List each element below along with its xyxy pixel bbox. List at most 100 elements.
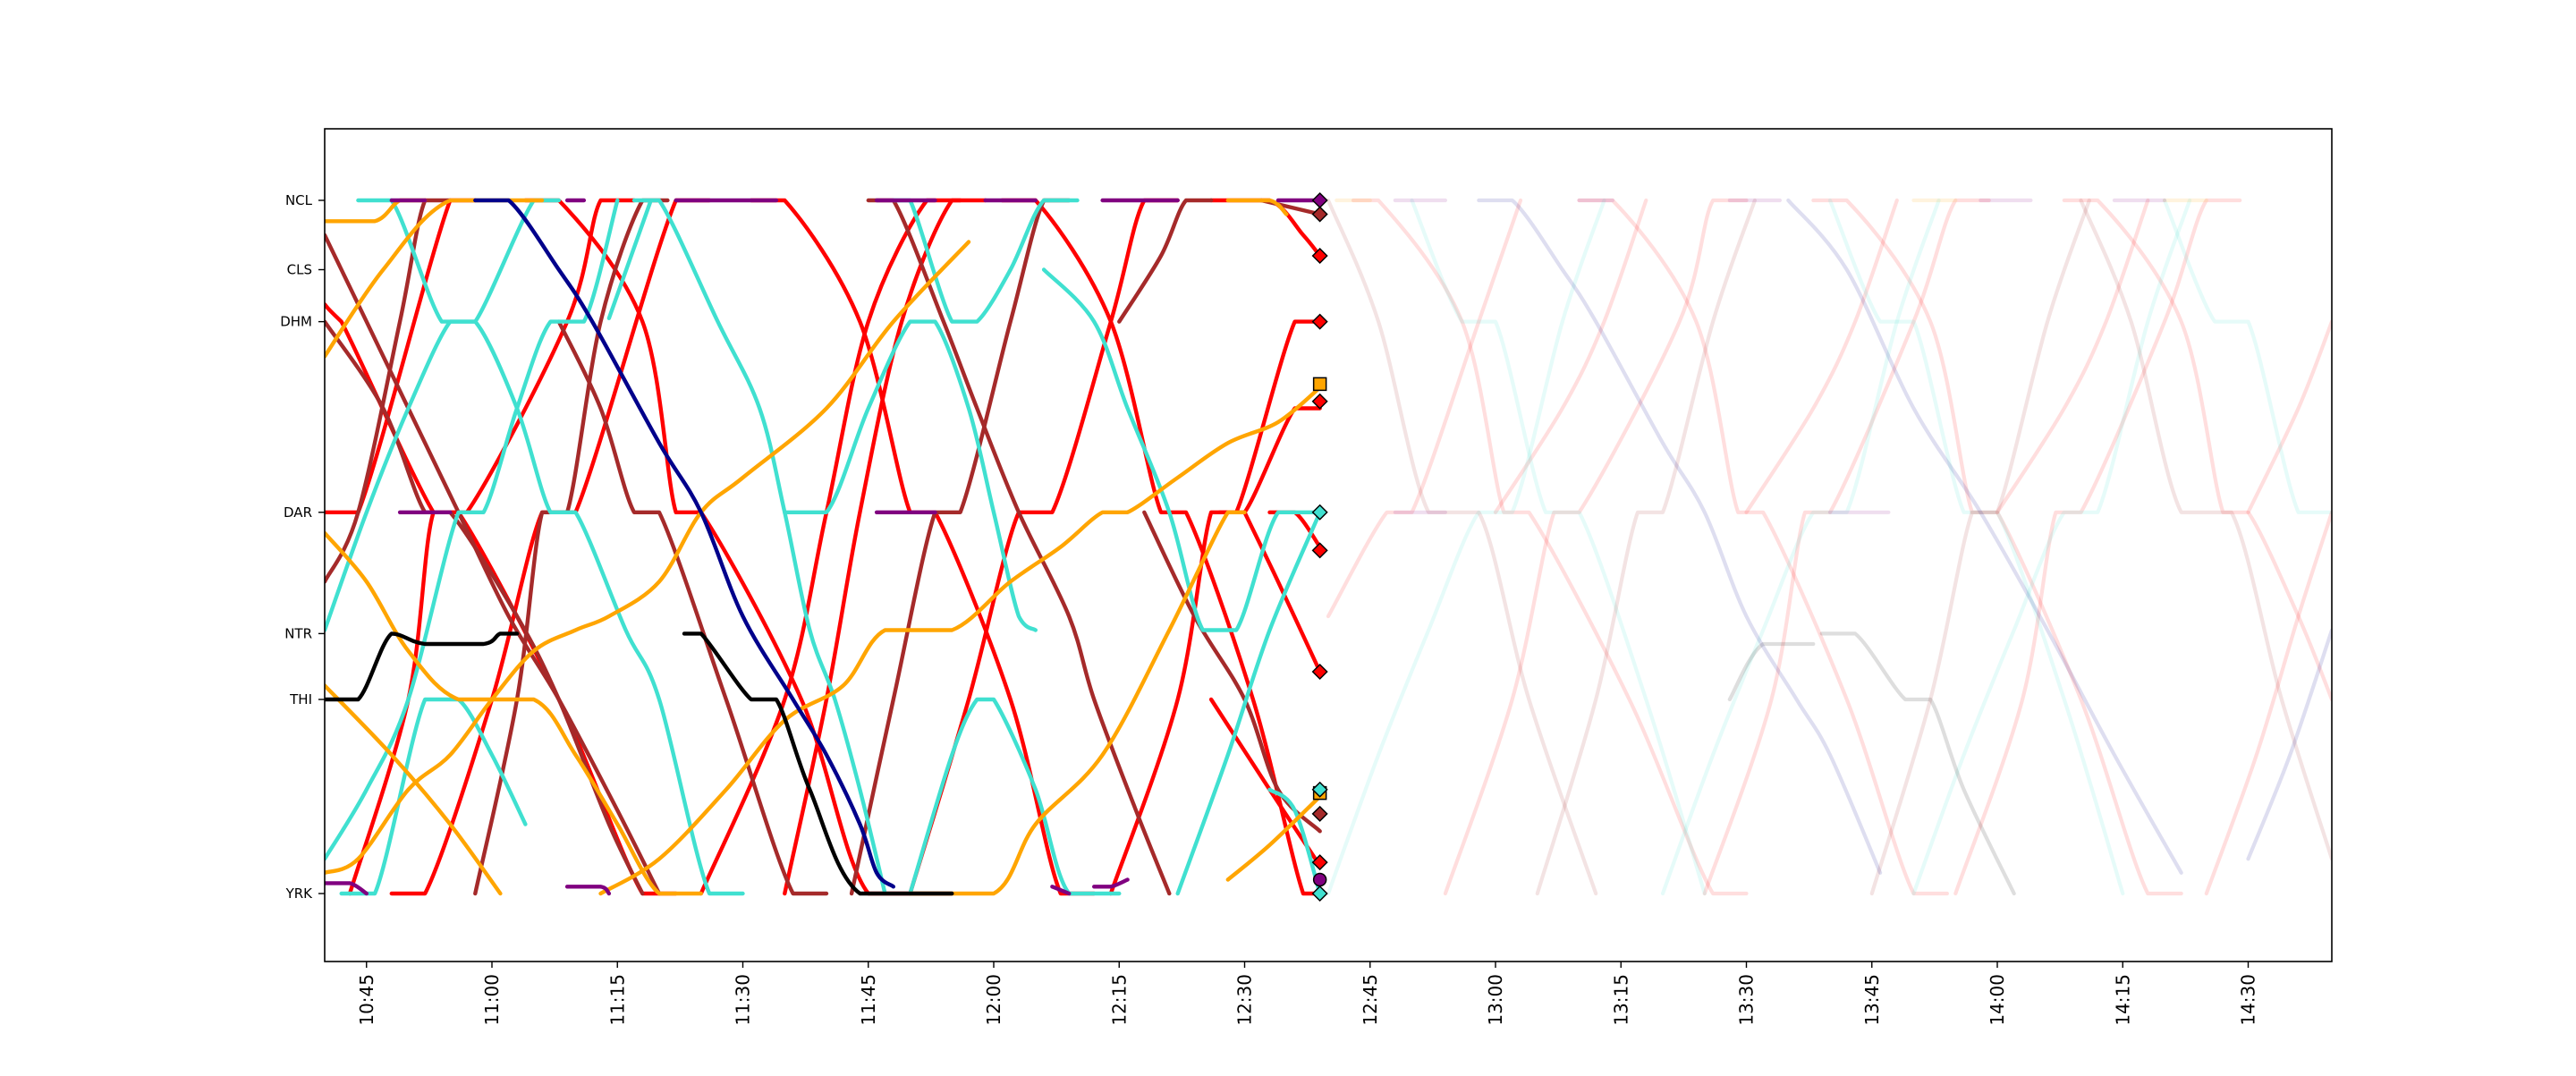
train-path-brown [1117,198,1214,324]
train-path-orange [1225,198,1289,216]
train-path-turquoise [908,697,1122,896]
train-path-brown [325,233,662,896]
train-path-turquoise [1175,510,1322,896]
future-path-turquoise [2162,198,2332,514]
train-marker-diamond [1311,781,1328,798]
future-path-red [1702,198,1991,896]
train-marker-diamond [1311,542,1328,559]
x-tick-label: 13:15 [1610,974,1631,1026]
train-path-red [1108,319,1322,896]
future-path-red [1811,198,2183,896]
train-path-brown [866,198,1172,896]
y-tick-label: DAR [284,504,312,521]
train-path-orange [325,683,503,896]
train-path-turquoise [356,198,745,896]
x-tick-label: 11:00 [481,974,503,1026]
future-path-navy [2246,628,2332,861]
x-tick-label: 13:45 [1861,974,1883,1026]
future-train-paths [1326,198,2332,896]
future-path-navy [1786,198,2183,875]
future-path-red [2062,198,2332,702]
train-path-red [699,198,962,896]
train-path-navy [473,198,895,889]
future-path-red [1493,198,1648,514]
train-path-orange [908,510,1247,896]
train-path-black [682,631,954,896]
train-path-orange [325,240,971,875]
train-path-purple [325,881,369,896]
future-path-turquoise [1911,198,2192,896]
train-path-red [523,198,954,896]
future-path-turquoise [1410,198,1707,896]
future-path-turquoise [1326,198,1606,896]
current-position-markers [1311,191,1328,902]
future-path-navy [1477,198,1883,875]
train-marker-circle [1312,872,1327,887]
x-tick-label: 11:45 [858,974,879,1026]
train-path-brown [325,319,645,896]
x-tick-label: 12:00 [983,974,1004,1026]
future-path-brown [1535,198,1757,896]
plot-frame [324,128,2333,962]
train-marker-diamond [1311,393,1328,410]
y-tick-label: CLS [287,262,312,278]
train-path-brown [556,319,829,896]
train-marker-diamond [1311,885,1328,902]
train-path-orange [1225,794,1322,882]
train-marker-diamond [1311,663,1328,681]
x-tick-label: 14:30 [2238,974,2259,1026]
train-marker-diamond [1311,805,1328,822]
train-path-turquoise [325,198,620,861]
future-path-black [1819,631,2016,896]
x-tick-label: 12:30 [1234,974,1256,1026]
future-path-turquoise [1660,198,1941,896]
train-marker-diamond [1311,206,1328,223]
y-tick-label: NCL [285,192,313,208]
train-path-purple [564,885,612,896]
train-path-red [783,198,987,896]
train-marker-diamond [1311,247,1328,265]
y-tick-label: NTR [284,625,312,641]
train-path-turquoise [783,319,1038,632]
x-tick-label: 12:45 [1360,974,1381,1026]
train-path-turquoise [339,697,528,896]
train-path-turquoise [325,198,561,632]
train-marker-square [1312,377,1327,392]
future-path-red [1995,198,2150,514]
train-path-orange [598,385,1322,896]
x-tick-label: 11:30 [733,974,754,1026]
train-path-red [1000,198,1322,896]
train-path-purple [1050,885,1072,896]
future-path-red [1351,198,1749,896]
train-path-purple [1092,877,1130,889]
future-path-brown [1869,198,2091,896]
y-tick-label: THI [289,691,312,707]
x-tick-label: 13:00 [1485,974,1506,1026]
future-path-brown [2079,198,2332,861]
y-tick-label: YRK [285,885,314,902]
train-path-orange [325,530,703,896]
x-tick-label: 14:00 [1987,974,2008,1026]
train-path-black [325,631,520,702]
train-path-turquoise [1041,267,1322,632]
train-path-red [1242,510,1322,674]
x-tick-label: 11:15 [606,974,628,1026]
future-path-black [1727,641,1816,702]
train-path-turquoise [606,198,653,320]
future-path-red [1744,198,1899,514]
train-paths [325,198,1322,896]
x-axis: 10:45 11:00 11:15 11:30 11:45 12:00 12:15 12:30… [356,962,2259,1026]
future-path-red [1326,198,1523,619]
future-path-red [2204,510,2332,896]
x-tick-label: 12:15 [1108,974,1130,1026]
y-tick-label: DHM [280,314,312,330]
y-axis: NCL CLS DHM DAR NTR THI YRK [280,192,325,902]
future-path-red [1953,198,2242,896]
future-path-red [2246,319,2332,514]
train-marker-diamond [1311,313,1328,330]
future-path-brown [1326,198,1598,896]
x-tick-label: 10:45 [356,974,377,1026]
x-tick-label: 13:30 [1736,974,1758,1026]
